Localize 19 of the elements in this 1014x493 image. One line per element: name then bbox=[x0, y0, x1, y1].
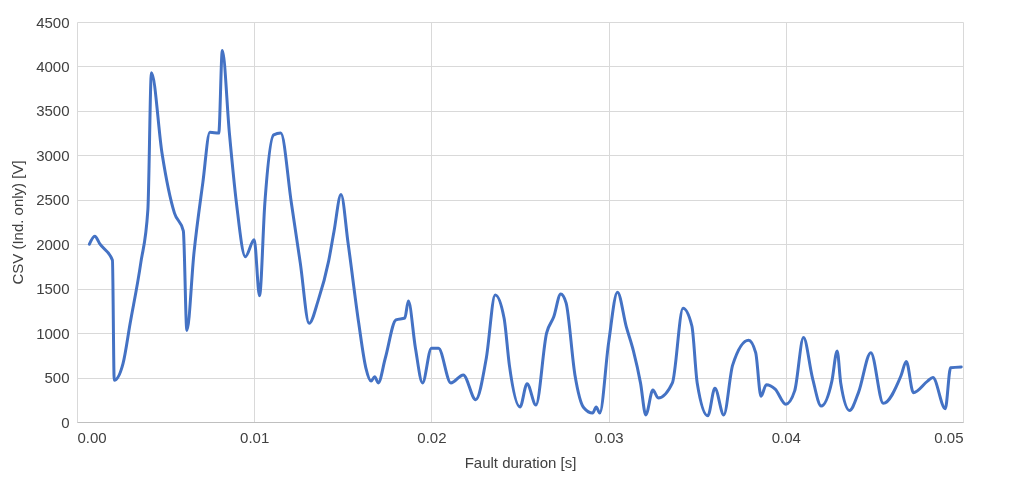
y-tick-label: 2500 bbox=[36, 191, 70, 209]
x-tick-label: 0.04 bbox=[771, 428, 801, 446]
x-tick-label: 0.03 bbox=[594, 428, 624, 446]
x-axis-title: Fault duration [s] bbox=[464, 453, 577, 471]
x-tick-label: 0.05 bbox=[934, 428, 964, 446]
y-tick-label: 2000 bbox=[36, 235, 70, 253]
line-series bbox=[87, 48, 963, 418]
x-tick-label: 0.02 bbox=[417, 428, 447, 446]
x-tick-label: 0.00 bbox=[77, 428, 107, 446]
y-tick-label: 4500 bbox=[36, 13, 70, 31]
y-tick-label: 500 bbox=[44, 369, 70, 387]
y-axis-title: CSV (Ind. only) [V] bbox=[9, 160, 27, 285]
y-tick-label: 1500 bbox=[36, 280, 70, 298]
y-tick-label: 0 bbox=[61, 413, 70, 431]
y-tick-label: 1000 bbox=[36, 324, 70, 342]
y-tick-label: 3500 bbox=[36, 102, 70, 120]
y-tick-label: 3000 bbox=[36, 146, 70, 164]
y-tick-label: 4000 bbox=[36, 57, 70, 75]
x-tick-label: 0.01 bbox=[240, 428, 270, 446]
